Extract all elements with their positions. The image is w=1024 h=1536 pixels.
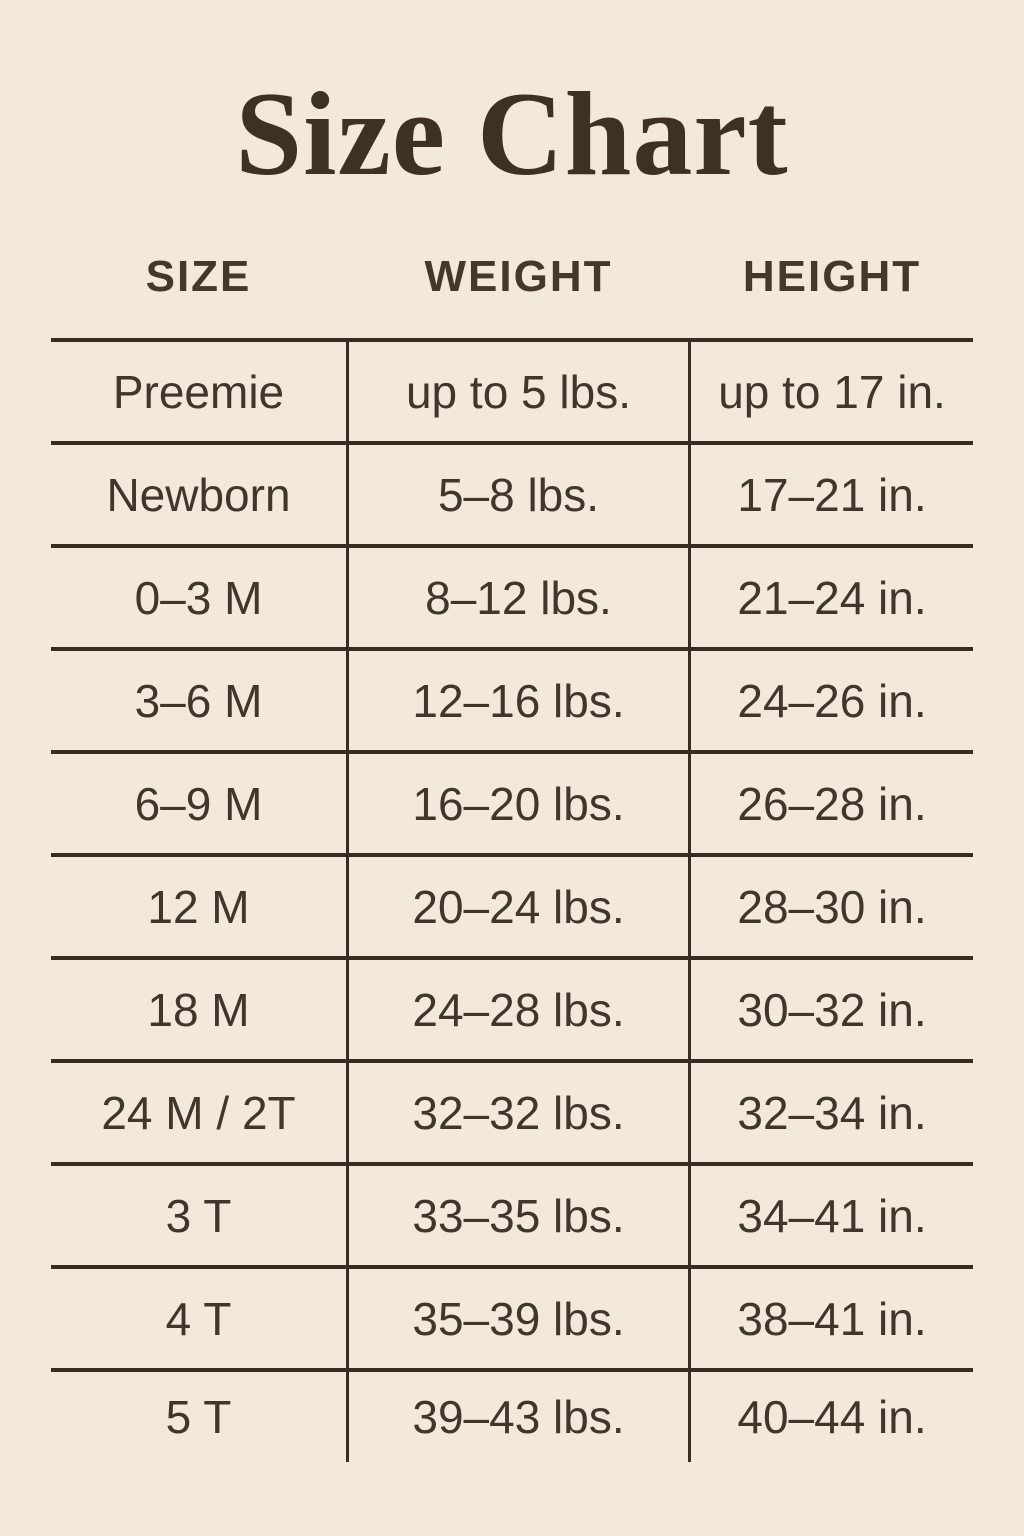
table-row-preemie: Preemie up to 5 lbs. up to 17 in. [51, 342, 973, 441]
size-chart-table: SIZE WEIGHT HEIGHT Preemie up to 5 lbs. … [51, 252, 973, 1462]
column-header-size: SIZE [145, 252, 252, 301]
height-cell: 40–44 in. [737, 1391, 927, 1443]
table-row-newborn: Newborn 5–8 lbs. 17–21 in. [51, 441, 973, 544]
weight-cell: up to 5 lbs. [346, 342, 691, 441]
table-row-3-6m: 3–6 M 12–16 lbs. 24–26 in. [51, 647, 973, 750]
weight-cell: 32–32 lbs. [346, 1063, 691, 1162]
weight-cell: 39–43 lbs. [346, 1372, 691, 1462]
height-cell: 32–34 in. [737, 1086, 927, 1139]
size-cell: 3–6 M [134, 674, 263, 727]
weight-cell: 8–12 lbs. [346, 548, 691, 647]
height-cell: 38–41 in. [737, 1292, 927, 1345]
column-header-weight: WEIGHT [424, 252, 613, 301]
height-cell: 21–24 in. [737, 571, 927, 624]
size-cell: 6–9 M [134, 777, 263, 830]
height-cell: 28–30 in. [737, 880, 927, 933]
weight-cell: 35–39 lbs. [346, 1269, 691, 1368]
table-row-12m: 12 M 20–24 lbs. 28–30 in. [51, 853, 973, 956]
page-title: Size Chart [235, 67, 789, 200]
size-cell: 4 T [165, 1292, 232, 1345]
table-row-3t: 3 T 33–35 lbs. 34–41 in. [51, 1162, 973, 1265]
table-row-4t: 4 T 35–39 lbs. 38–41 in. [51, 1265, 973, 1368]
table-row-6-9m: 6–9 M 16–20 lbs. 26–28 in. [51, 750, 973, 853]
column-header-height: HEIGHT [742, 252, 922, 301]
height-cell: 34–41 in. [737, 1189, 927, 1242]
size-cell: Preemie [112, 365, 285, 418]
size-cell: 24 M / 2T [101, 1086, 296, 1139]
size-cell: 12 M [147, 880, 250, 933]
table-row-5t: 5 T 39–43 lbs. 40–44 in. [51, 1368, 973, 1462]
weight-cell: 16–20 lbs. [346, 754, 691, 853]
weight-cell: 12–16 lbs. [346, 651, 691, 750]
table-row-18m: 18 M 24–28 lbs. 30–32 in. [51, 956, 973, 1059]
height-cell: 24–26 in. [737, 674, 927, 727]
table-row-0-3m: 0–3 M 8–12 lbs. 21–24 in. [51, 544, 973, 647]
weight-cell: 33–35 lbs. [346, 1166, 691, 1265]
size-cell: 18 M [147, 983, 250, 1036]
table-header-row: SIZE WEIGHT HEIGHT [51, 252, 973, 342]
weight-cell: 24–28 lbs. [346, 960, 691, 1059]
weight-cell: 20–24 lbs. [346, 857, 691, 956]
size-cell: 5 T [165, 1391, 232, 1443]
table-row-24m-2t: 24 M / 2T 32–32 lbs. 32–34 in. [51, 1059, 973, 1162]
size-cell: 0–3 M [134, 571, 263, 624]
weight-cell: 5–8 lbs. [346, 445, 691, 544]
size-cell: Newborn [106, 468, 291, 521]
height-cell: 26–28 in. [737, 777, 927, 830]
height-cell: 30–32 in. [737, 983, 927, 1036]
size-cell: 3 T [165, 1189, 232, 1242]
height-cell: 17–21 in. [737, 468, 927, 521]
height-cell: up to 17 in. [718, 365, 946, 418]
